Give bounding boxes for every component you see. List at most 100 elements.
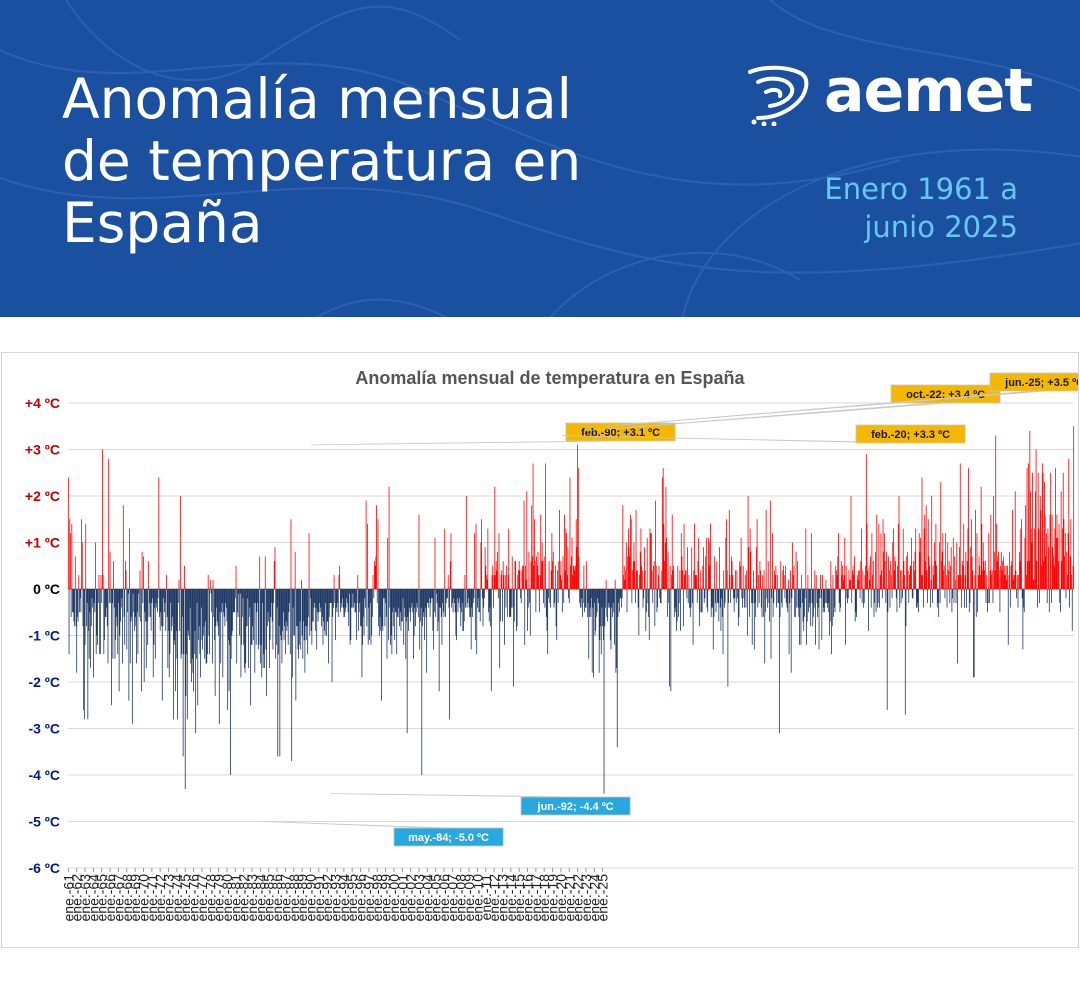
x-tick-label: ene.-72: [152, 874, 168, 922]
x-tick-label: ene.-95: [344, 874, 360, 922]
x-tick-label: ene.-93: [328, 874, 344, 922]
x-tick-label: ene.-70: [135, 874, 151, 922]
x-tick-label: ene.-63: [77, 874, 93, 922]
annotation-label: feb.-20; +3.3 ºC: [871, 429, 950, 441]
annotation-label: oct.-22; +3.4 ºC: [906, 389, 985, 401]
x-axis-ticks: ene.-61ene.-62ene.-63ene.-64ene.-65ene.-…: [60, 868, 611, 922]
aemet-logo-icon: [748, 65, 809, 126]
x-tick-label: ene.-08: [453, 874, 469, 922]
x-tick-label: ene.-64: [85, 874, 101, 922]
y-tick-label: +4 ºC: [25, 395, 60, 411]
y-tick-label: +3 ºC: [25, 442, 60, 458]
x-tick-label: ene.-68: [119, 874, 135, 922]
y-tick-label: -6 ºC: [28, 860, 60, 876]
annotation-box: [393, 827, 504, 847]
annotations: feb.-90; +3.1 ºC feb.-20; +3.3 ºCoct.-22;…: [263, 372, 1078, 847]
x-tick-label: ene.-61: [60, 874, 76, 922]
x-tick-label: ene.-76: [186, 874, 202, 922]
x-tick-label: ene.-88: [286, 874, 302, 922]
annotation-box: [855, 424, 966, 444]
x-tick-label: ene.-12: [486, 874, 502, 922]
x-tick-label: ene.-94: [336, 874, 352, 922]
x-tick-label: ene.-23: [578, 874, 594, 922]
title-line-3: España: [62, 191, 263, 255]
period-line-2: junio 2025: [864, 210, 1018, 244]
x-tick-label: ene.-74: [169, 874, 185, 922]
x-tick-label: ene.-66: [102, 874, 118, 922]
logo-wordmark: aemet: [824, 56, 1033, 126]
x-tick-label: ene.-62: [69, 874, 85, 922]
x-tick-label: ene.-21: [561, 874, 577, 922]
y-tick-label: -4 ºC: [28, 767, 60, 783]
x-tick-label: ene.-73: [161, 874, 177, 922]
x-tick-label: ene.-85: [261, 874, 277, 922]
x-tick-label: ene.-04: [419, 874, 435, 922]
annotation-label: may.-84; -5.0 ºC: [408, 832, 489, 844]
x-tick-label: ene.-06: [436, 874, 452, 922]
x-tick-label: ene.-98: [369, 874, 385, 922]
x-tick-label: ene.-81: [227, 874, 243, 922]
x-tick-label: ene.-77: [194, 874, 210, 922]
x-tick-label: ene.-83: [244, 874, 260, 922]
bars: [67, 426, 1075, 794]
title-line-2: de temperatura en: [62, 129, 582, 193]
annotation-pointer: [330, 793, 577, 798]
header-banner: Anomalía mensual de temperatura en Españ…: [0, 0, 1080, 317]
x-tick-label: ene.-86: [269, 874, 285, 922]
title-line-1: Anomalía mensual: [62, 67, 572, 131]
y-tick-label: -1 ºC: [28, 628, 60, 644]
x-tick-label: ene.-20: [553, 874, 569, 922]
x-tick-label: ene.-79: [211, 874, 227, 922]
x-tick-label: ene.-19: [545, 874, 561, 922]
x-tick-label: ene.-69: [127, 874, 143, 922]
x-tick-label: ene.-90: [302, 874, 318, 922]
x-tick-label: ene.-15: [511, 874, 527, 922]
x-tick-label: ene.-99: [378, 874, 394, 922]
x-tick-label: ene.-07: [444, 874, 460, 922]
x-tick-label: ene.-01: [394, 874, 410, 922]
x-tick-label: ene.-96: [353, 874, 369, 922]
x-tick-label: ene.-91: [311, 874, 327, 922]
x-tick-label: ene.-89: [294, 874, 310, 922]
x-tick-label: ene.-17: [528, 874, 544, 922]
period-label: Enero 1961 a junio 2025: [824, 170, 1018, 246]
annotation-label: jun.-92; -4.4 ºC: [537, 801, 614, 813]
x-tick-label: ene.-13: [494, 874, 510, 922]
x-tick-label: ene.-18: [536, 874, 552, 922]
x-tick-label: ene.-14: [503, 874, 519, 922]
x-tick-label: ene.-67: [110, 874, 126, 922]
y-tick-label: -2 ºC: [28, 674, 60, 690]
x-tick-label: ene.-78: [202, 874, 218, 922]
y-tick-label: +2 ºC: [25, 488, 60, 504]
annotation-box: [989, 372, 1078, 392]
page-title: Anomalía mensual de temperatura en Españ…: [62, 68, 581, 254]
x-tick-label: ene.-82: [236, 874, 252, 922]
y-tick-label: +1 ºC: [25, 535, 60, 551]
x-tick-label: ene.-87: [277, 874, 293, 922]
x-tick-label: ene.-05: [428, 874, 444, 922]
anomaly-bar-chart: Anomalía mensual de temperatura en Españ…: [25, 368, 1078, 922]
x-tick-label: ene.-09: [461, 874, 477, 922]
y-axis-ticks: +4 ºC +3 ºC +2 ºC +1 ºC 0 ºC -1 ºC -2 ºC -3 ºC -…: [25, 395, 60, 876]
chart-panel: Anomalía mensual de temperatura en Españ…: [1, 352, 1079, 948]
annotation-pointer: [606, 390, 1046, 427]
x-tick-label: ene.-65: [94, 874, 110, 922]
x-tick-label: ene.-75: [177, 874, 193, 922]
x-tick-label: ene.-84: [252, 874, 268, 922]
y-tick-label: -5 ºC: [28, 814, 60, 830]
contour-lines-decoration: [0, 0, 1080, 317]
y-tick-label: 0 ºC: [33, 581, 60, 597]
x-tick-label: ene.-71: [144, 874, 160, 922]
x-tick-label: ene.-16: [520, 874, 536, 922]
x-tick-label: ene.-80: [219, 874, 235, 922]
chart-title: Anomalía mensual de temperatura en Españ…: [355, 368, 745, 388]
x-tick-label: ene.-25: [595, 874, 611, 922]
x-tick-label: ene.-92: [319, 874, 335, 922]
x-tick-label: ene.-22: [570, 874, 586, 922]
x-tick-label: ene.-03: [411, 874, 427, 922]
annotation-label: jun.-25; +3.5 ºC: [1004, 377, 1078, 389]
x-tick-label: ene.-00: [386, 874, 402, 922]
y-tick-label: -3 ºC: [28, 721, 60, 737]
period-line-1: Enero 1961 a: [824, 172, 1018, 206]
annotation-pointer: [263, 821, 450, 829]
